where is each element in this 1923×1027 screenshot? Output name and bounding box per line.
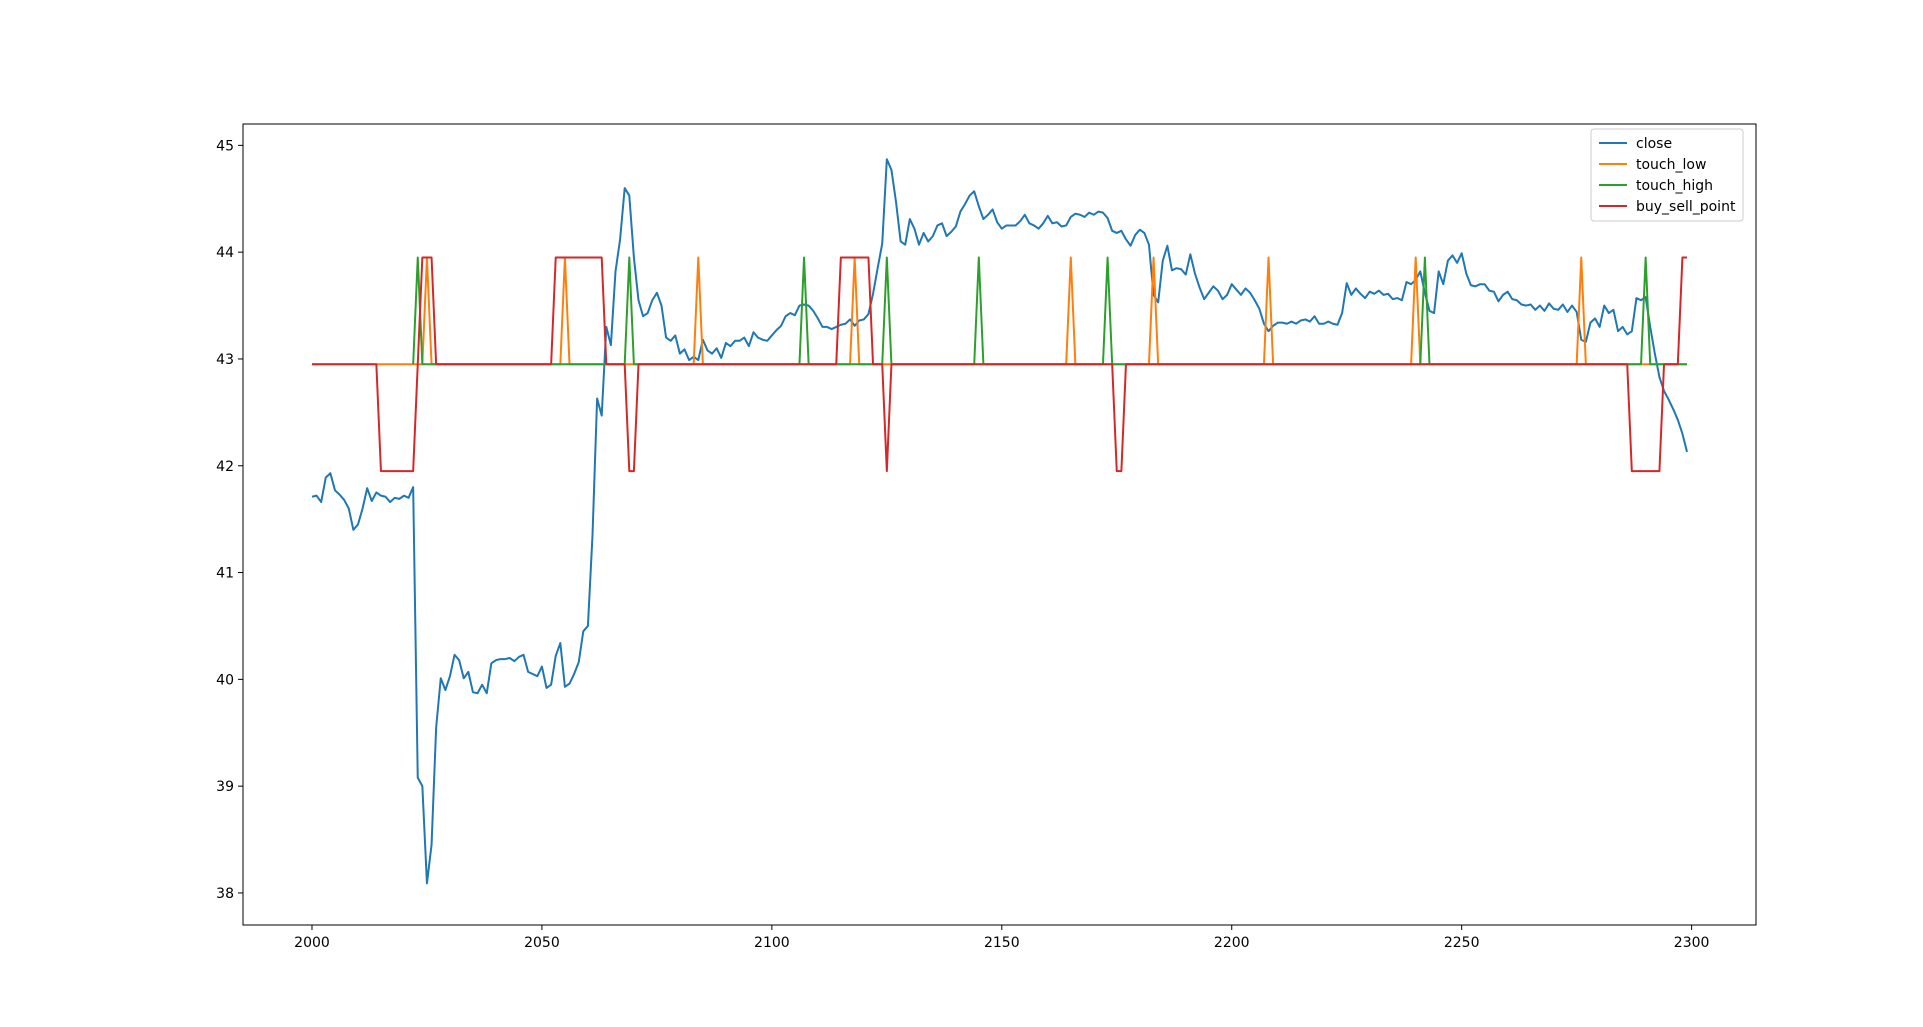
x-tick-label: 2250 — [1444, 935, 1480, 951]
series-line-touch-low — [311, 256, 1688, 366]
y-tick-label: 43 — [216, 352, 234, 368]
series-line-buy-sell-point — [311, 256, 1688, 473]
x-tick-label: 2300 — [1674, 935, 1710, 951]
y-tick-label: 39 — [216, 779, 234, 795]
x-axis: 2000 2050 2100 2150 2200 2250 2300 — [294, 925, 1709, 951]
legend: close touch_low touch_high buy_sell_point — [1590, 128, 1744, 222]
legend-label: touch_low — [1636, 157, 1706, 173]
y-tick-label: 38 — [216, 886, 234, 902]
plot-frame — [242, 123, 1757, 926]
legend-label: touch_high — [1636, 178, 1713, 194]
legend-label: buy_sell_point — [1636, 199, 1736, 215]
y-tick-label: 40 — [216, 672, 234, 688]
x-tick-label: 2150 — [984, 935, 1020, 951]
series-layer — [311, 158, 1688, 885]
x-tick-label: 2050 — [524, 935, 560, 951]
y-tick-label: 45 — [216, 138, 234, 154]
legend-label: close — [1636, 136, 1672, 152]
y-tick-label: 44 — [216, 245, 234, 261]
x-tick-label: 2200 — [1214, 935, 1250, 951]
x-tick-label: 2100 — [754, 935, 790, 951]
y-tick-label: 41 — [216, 566, 234, 582]
x-tick-label: 2000 — [294, 935, 330, 951]
y-axis: 38 39 40 41 42 43 44 45 — [216, 138, 243, 902]
y-tick-label: 42 — [216, 459, 234, 475]
legend-box — [1590, 128, 1744, 222]
series-line-close — [311, 158, 1688, 885]
